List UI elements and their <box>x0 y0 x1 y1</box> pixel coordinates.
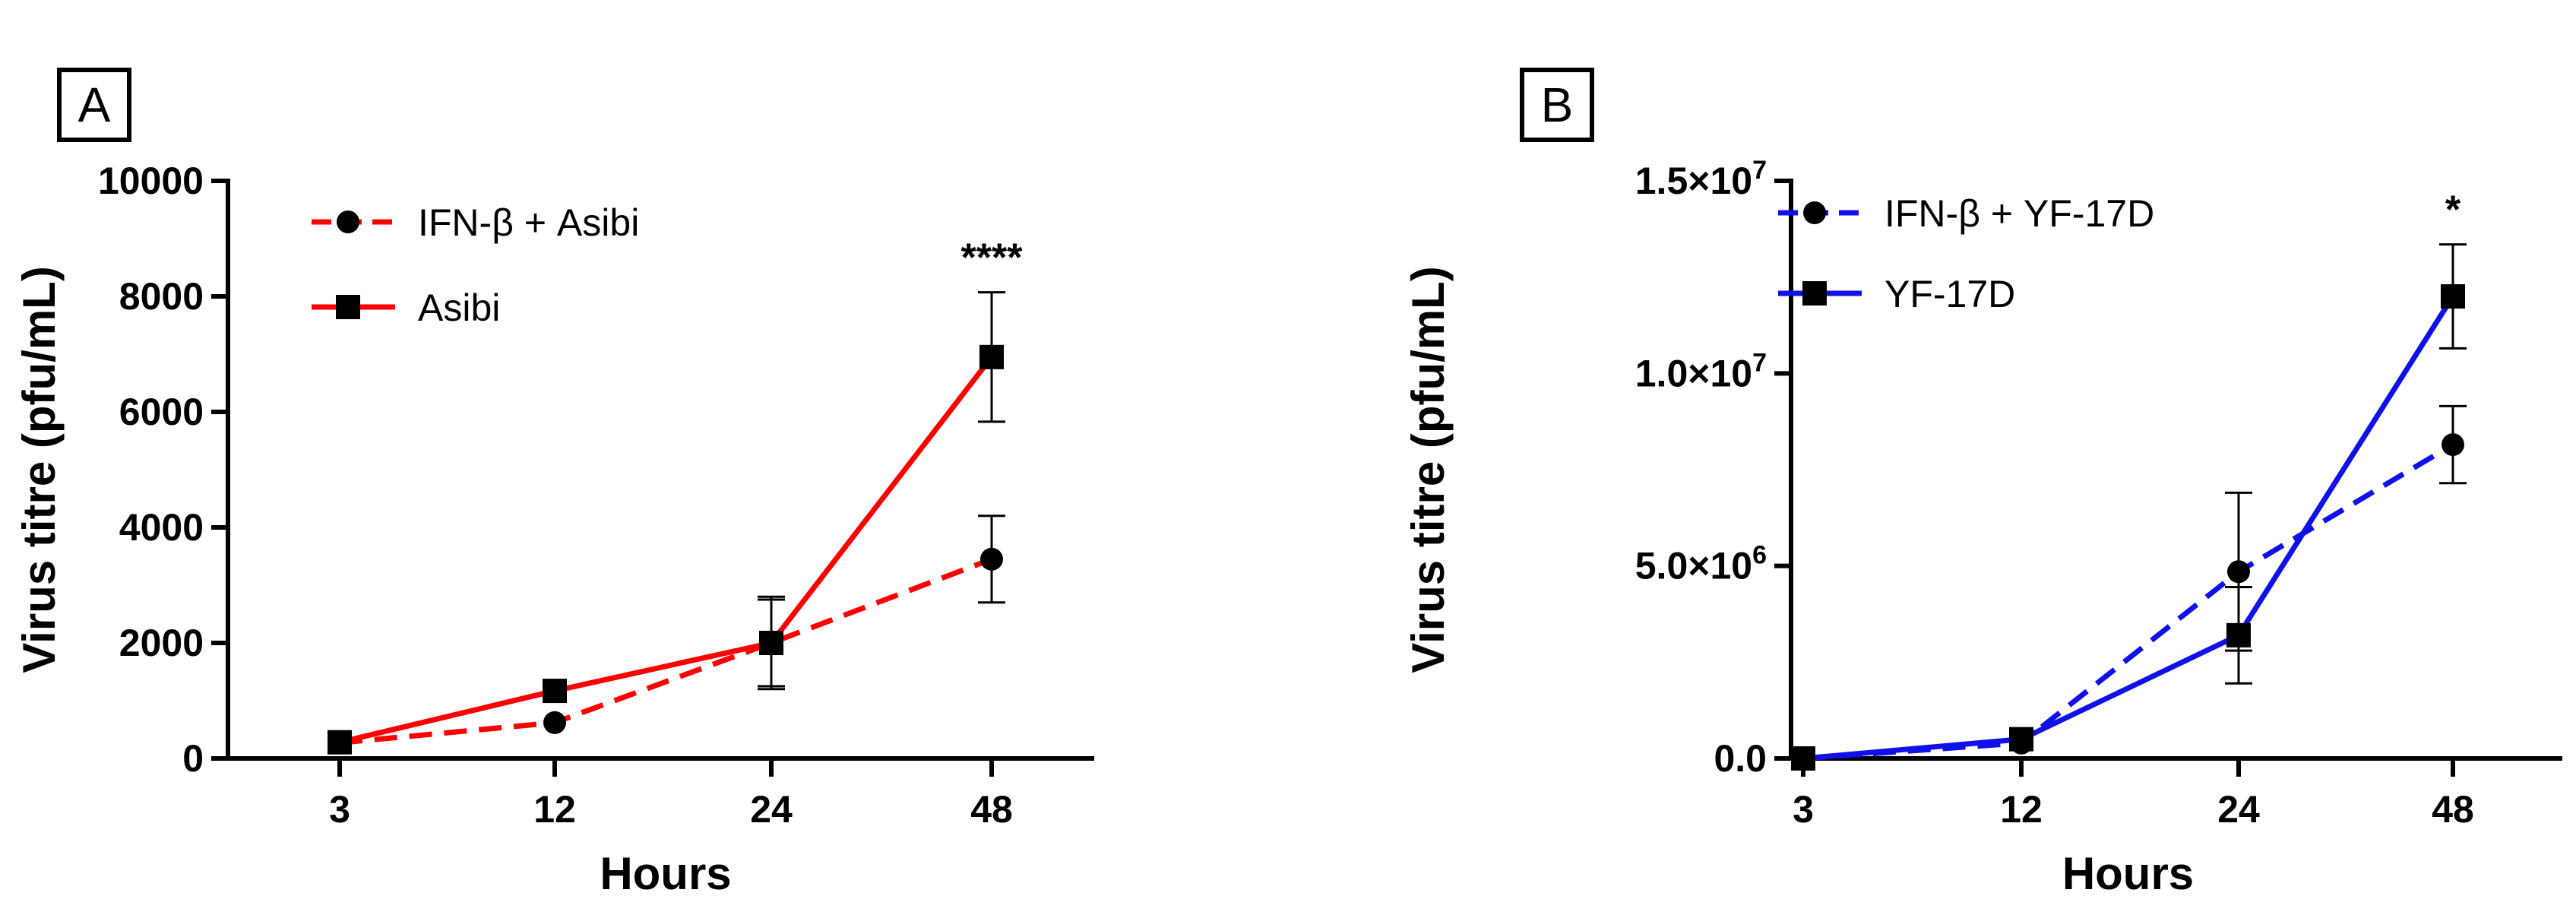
data-point <box>980 547 1003 571</box>
x-tick-label: 3 <box>1793 788 1814 831</box>
y-tick-label: 4000 <box>119 506 204 549</box>
legend-marker <box>337 211 359 233</box>
data-point <box>2441 284 2465 309</box>
y-tick-label: 2000 <box>119 622 204 664</box>
series-line <box>1802 295 2455 761</box>
x-tick-label: 24 <box>2217 788 2260 831</box>
x-tick-label: 48 <box>2432 788 2474 831</box>
significance-label: **** <box>961 236 1024 280</box>
panel-b-chart: B 0.0 5.0×106 1.0×107 1.5×107 3 12 24 48 Hours Vir… <box>1403 68 2562 899</box>
series-line <box>339 556 993 746</box>
legend-label: IFN-β + Asibi <box>418 201 639 244</box>
y-tick-label: 10000 <box>98 160 204 202</box>
legend-label: YF-17D <box>1885 273 2015 315</box>
x-tick-label: 24 <box>750 788 793 831</box>
y-tick-label: 0.0 <box>1714 737 1767 780</box>
data-point <box>543 711 566 734</box>
y-axis-title: Virus titre (pfu/mL) <box>1403 266 1454 673</box>
x-tick-label: 48 <box>970 788 1013 831</box>
x-tick-label: 12 <box>2000 788 2043 831</box>
series-line <box>1802 442 2454 761</box>
data-point <box>979 344 1004 369</box>
data-point <box>328 730 352 755</box>
panel-label-box <box>1520 68 1594 142</box>
panel-a-chart: A 0 2000 4000 6000 8000 10000 3 12 24 48 Hours Virus… <box>14 68 1094 899</box>
x-axis-title: Hours <box>2062 848 2194 899</box>
data-point <box>2442 433 2464 457</box>
y-tick-label: 6000 <box>119 391 204 433</box>
legend-marker <box>1802 281 1827 306</box>
y-tick-label: 5.0×106 <box>1635 541 1767 587</box>
x-axis-title: Hours <box>600 848 731 899</box>
panel-label: A <box>78 78 111 132</box>
y-tick-label: 0 <box>182 737 204 780</box>
x-tick-label: 3 <box>329 788 350 831</box>
data-point <box>543 679 567 704</box>
data-point <box>2227 560 2250 584</box>
series-line <box>339 355 994 746</box>
data-point <box>2009 727 2033 752</box>
panel-label: B <box>1541 78 1574 132</box>
legend-marker <box>1803 201 1826 224</box>
significance-label: * <box>2445 188 2461 233</box>
data-point <box>759 631 783 655</box>
y-tick-label: 1.0×107 <box>1635 348 1767 394</box>
y-tick-label: 8000 <box>119 275 204 318</box>
legend-label: IFN-β + YF-17D <box>1885 192 2154 235</box>
y-axis-title: Virus titre (pfu/mL) <box>14 266 65 673</box>
legend-marker <box>336 295 360 319</box>
data-point <box>2226 622 2251 647</box>
data-point <box>1791 746 1815 771</box>
panel-label-box <box>57 68 131 142</box>
legend-label: Asibi <box>418 287 500 329</box>
y-tick-label: 1.5×107 <box>1635 156 1767 202</box>
x-tick-label: 12 <box>533 788 576 831</box>
